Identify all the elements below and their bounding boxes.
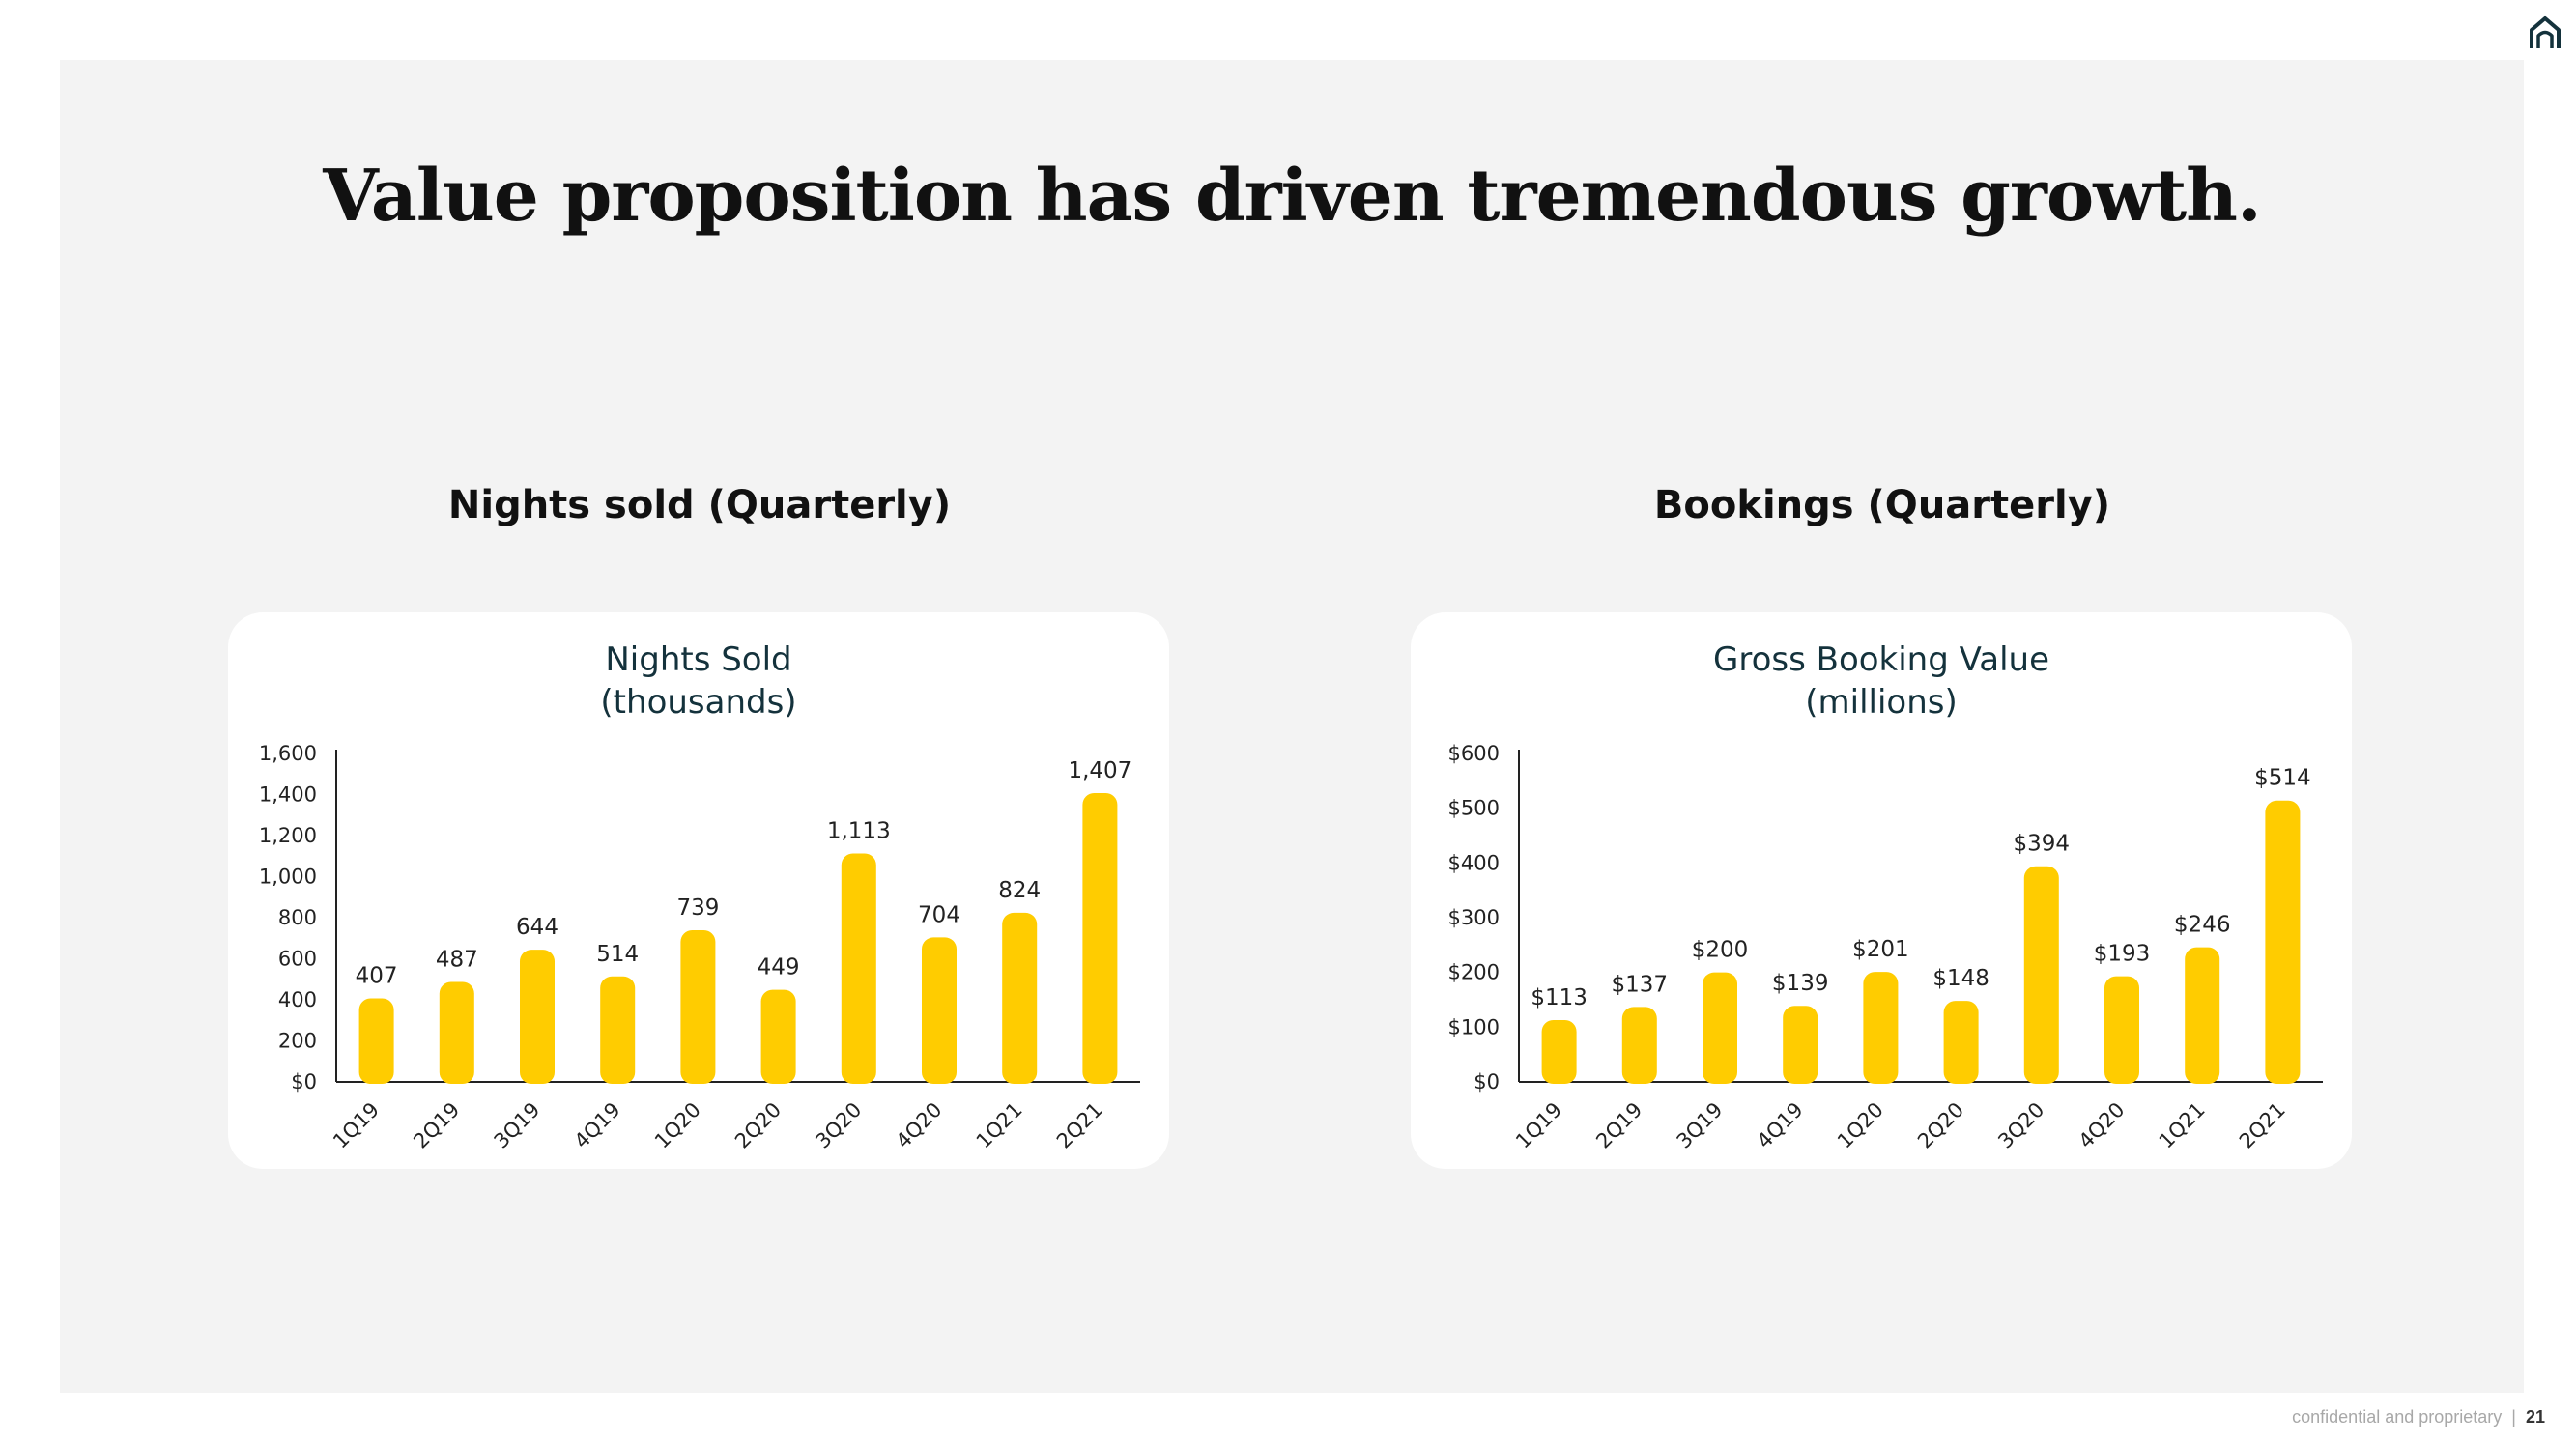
x-tick-label: 3Q19: [1673, 1098, 1728, 1153]
bar-1Q20: [1863, 972, 1899, 1084]
bar-2Q19: [1621, 1007, 1657, 1084]
gross-booking-value-chart: Gross Booking Value (millions) $0 $100 $200 $…: [1448, 640, 2323, 1153]
home-icon[interactable]: [2526, 14, 2564, 52]
x-tick-label: 2Q19: [1591, 1098, 1646, 1153]
x-tick-label: 2Q20: [1913, 1098, 1968, 1153]
bar-value-label: 407: [356, 964, 398, 989]
y-tick-label: $0: [1474, 1070, 1500, 1094]
x-tick-label: 1Q21: [972, 1098, 1027, 1153]
nights-sold-chart: Nights Sold (thousands) $0 200 400 600 800 1,00…: [259, 640, 1140, 1153]
y-tick-label: $0: [291, 1070, 317, 1094]
bar-1Q21: [1002, 912, 1038, 1084]
bar-1Q21: [2185, 947, 2220, 1084]
bar-value-label: 514: [596, 942, 639, 967]
bar-3Q19: [1703, 972, 1737, 1084]
y-tick-label: $100: [1448, 1015, 1500, 1038]
y-tick-label: 1,400: [259, 783, 317, 807]
x-tick-label: 4Q20: [2075, 1098, 2130, 1153]
bar-value-label: $394: [2014, 832, 2071, 857]
bar-4Q19: [1783, 1006, 1818, 1084]
x-tick-label: 1Q21: [2155, 1098, 2210, 1153]
x-tick-label: 2Q21: [1052, 1098, 1107, 1153]
bookings-chart-card: Gross Booking Value (millions) $0 $100 $200 $…: [1411, 612, 2352, 1169]
y-tick-label: $400: [1448, 851, 1500, 874]
bar-value-label: $200: [1692, 938, 1749, 963]
x-tick-label: 3Q20: [1993, 1098, 2048, 1153]
bookings-heading: Bookings (Quarterly): [1653, 483, 2111, 527]
x-tick-label: 4Q19: [570, 1098, 625, 1153]
bar-2Q21: [2265, 800, 2301, 1084]
bar-1Q19: [358, 998, 394, 1084]
bar-value-label: $514: [2254, 766, 2311, 791]
bar-value-label: $137: [1612, 972, 1669, 997]
x-tick-label: 2Q20: [730, 1098, 786, 1153]
bar-2Q19: [439, 981, 474, 1084]
bar-value-label: 1,407: [1068, 758, 1131, 783]
nights-sold-heading: Nights sold (Quarterly): [447, 483, 952, 527]
chart-subtitle: (thousands): [600, 683, 796, 722]
bar-value-label: 449: [758, 955, 800, 980]
chart-subtitle: (millions): [1805, 683, 1958, 722]
x-tick-label: 2Q19: [409, 1098, 464, 1153]
bar-1Q19: [1541, 1019, 1577, 1084]
x-tick-label: 4Q19: [1753, 1098, 1808, 1153]
bar-4Q19: [600, 976, 636, 1084]
y-tick-label: 1,200: [259, 824, 317, 847]
bar-value-label: 824: [998, 878, 1041, 903]
bar-3Q20: [2023, 866, 2059, 1084]
bar-4Q20: [922, 937, 957, 1084]
y-tick-label: 400: [278, 988, 317, 1011]
nights-sold-chart-card: Nights Sold (thousands) $0 200 400 600 800 1,00…: [228, 612, 1169, 1169]
bar-value-label: $139: [1772, 971, 1829, 996]
y-tick-label: $600: [1448, 742, 1500, 765]
bar-value-label: $201: [1852, 937, 1909, 962]
bar-value-label: $148: [1932, 966, 1989, 991]
slide-title: Value proposition has driven tremendous …: [323, 155, 2261, 238]
bar-value-label: $193: [2094, 942, 2151, 967]
y-tick-label: 200: [278, 1030, 317, 1053]
y-tick-label: 1,600: [259, 742, 317, 765]
chart-title: Gross Booking Value: [1713, 640, 2049, 679]
bar-value-label: $113: [1531, 985, 1588, 1010]
y-tick-label: $300: [1448, 906, 1500, 929]
bar-2Q20: [760, 989, 796, 1084]
bar-value-label: $246: [2174, 913, 2231, 938]
x-tick-label: 4Q20: [892, 1098, 947, 1153]
x-tick-label: 1Q20: [650, 1098, 705, 1153]
x-tick-label: 2Q21: [2235, 1098, 2290, 1153]
x-tick-label: 3Q19: [490, 1098, 545, 1153]
bar-1Q20: [680, 929, 716, 1084]
bar-value-label: 704: [918, 902, 960, 927]
footer-separator: |: [2511, 1407, 2516, 1427]
bar-value-label: 487: [436, 948, 478, 973]
bar-4Q20: [2104, 976, 2139, 1084]
footer-confidential-text: confidential and proprietary: [2292, 1407, 2503, 1427]
y-tick-label: 800: [278, 906, 317, 929]
x-tick-label: 1Q19: [1511, 1098, 1566, 1153]
bar-3Q19: [520, 950, 555, 1084]
footer: confidential and proprietary | 21: [2292, 1407, 2545, 1428]
bar-value-label: 644: [516, 915, 558, 940]
bar-3Q20: [841, 853, 876, 1084]
x-tick-label: 1Q20: [1833, 1098, 1888, 1153]
y-tick-label: $500: [1448, 797, 1500, 820]
x-tick-label: 3Q20: [811, 1098, 866, 1153]
bar-2Q20: [1943, 1001, 1979, 1084]
page-number: 21: [2525, 1407, 2545, 1427]
y-tick-label: 1,000: [259, 866, 317, 889]
bar-2Q21: [1082, 793, 1118, 1084]
x-tick-label: 1Q19: [329, 1098, 384, 1153]
chart-title: Nights Sold: [605, 640, 791, 679]
y-tick-label: $200: [1448, 961, 1500, 984]
bar-value-label: 739: [676, 895, 719, 921]
y-tick-label: 600: [278, 948, 317, 971]
bar-value-label: 1,113: [827, 818, 891, 843]
